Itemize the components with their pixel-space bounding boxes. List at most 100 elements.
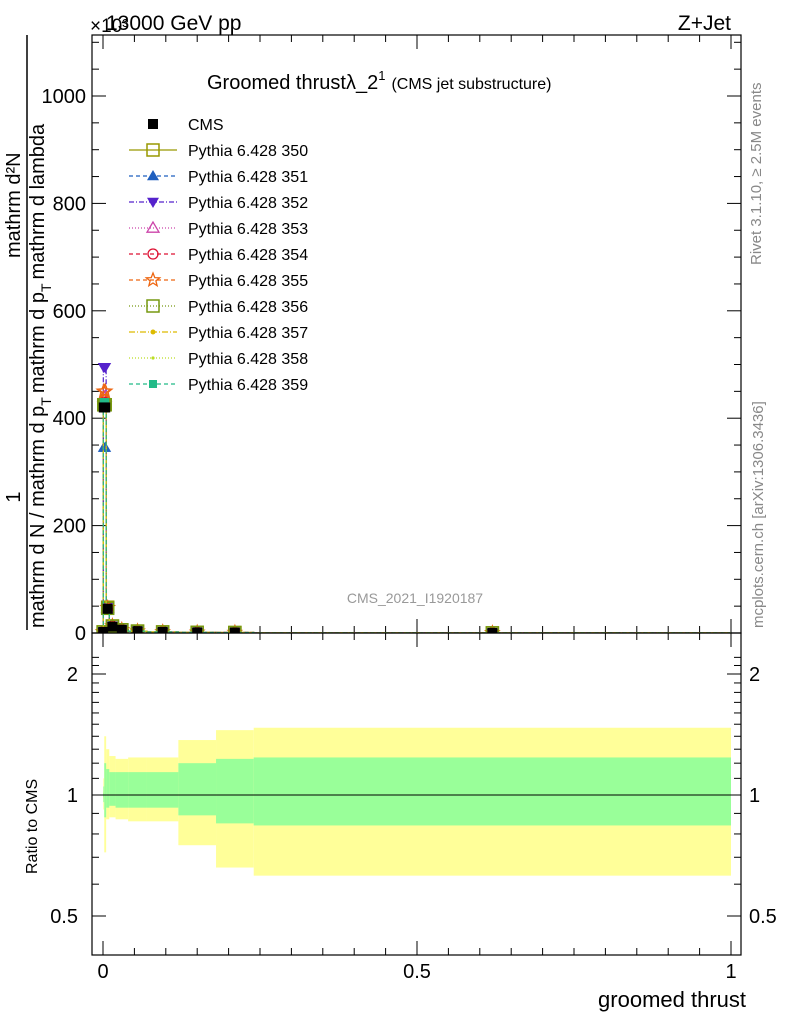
series-point-355 (129, 622, 146, 633)
legend-label: Pythia 6.428 359 (188, 377, 308, 394)
y-title-denom-sub1: T (38, 397, 54, 406)
cms-data-point (229, 627, 240, 633)
legend-label: Pythia 6.428 350 (188, 143, 308, 160)
y-tick-label: 200 (53, 516, 86, 538)
legend-marker (145, 220, 161, 233)
series-point-351 (99, 441, 112, 452)
legend-marker (146, 143, 160, 157)
analysis-watermark: CMS_2021_I1920187 (347, 590, 483, 606)
ratio-band-inner (216, 758, 254, 824)
y-tick-label: 600 (53, 301, 86, 323)
ratio-y-axis-title: Ratio to CMS (24, 779, 41, 874)
y-title-denom-c: mathrm d lambda (27, 123, 49, 279)
ratio-band-inner (253, 757, 731, 826)
series-point-359 (101, 398, 110, 407)
x-tick-label: 0.5 (403, 961, 431, 983)
rivet-label: Rivet 3.1.10, ≥ 2.5M events (748, 83, 765, 266)
ratio-band-inner (106, 769, 110, 808)
y-tick-label: 1000 (42, 86, 87, 108)
legend-marker (144, 271, 162, 288)
legend-marker-cms (148, 119, 158, 129)
legend-entry-353: Pythia 6.428 353 (129, 220, 308, 238)
ratio-y-tick-label-right: 0.5 (749, 906, 777, 928)
legend-marker (147, 170, 159, 181)
legend-entry-cms: CMS (148, 117, 224, 134)
cms-data-point (157, 626, 168, 633)
ratio-panel: 0 0.5 1 0.5 0.5 1 1 2 2 (50, 632, 777, 983)
y-exponent-label: ×10³ (90, 16, 129, 37)
main-y-axis-title: 1 mathrm d N / mathrm d pTmathrm d pTmat… (3, 35, 54, 630)
y-tick-label: 0 (75, 623, 86, 645)
legend-label: Pythia 6.428 356 (188, 299, 308, 316)
plot-title-sup: 1 (378, 68, 385, 83)
y-title-denominator: mathrm d N / mathrm d pTmathrm d pTmathr… (27, 123, 54, 628)
legend-entry-356: Pythia 6.428 356 (129, 299, 308, 316)
mcplots-label: mcplots.cern.ch [arXiv:1306.3436] (750, 401, 767, 628)
legend-label: Pythia 6.428 357 (188, 325, 308, 342)
legend-marker (149, 380, 157, 388)
y-title-one: 1 (3, 491, 25, 502)
legend-entry-354: Pythia 6.428 354 (129, 247, 308, 264)
legend-label: Pythia 6.428 354 (188, 247, 308, 264)
cms-data-point (116, 624, 127, 633)
ratio-band-inner (109, 772, 116, 806)
legend-label: Pythia 6.428 355 (188, 273, 308, 290)
cms-data-point (487, 627, 498, 633)
main-panel: 0 200 400 600 800 1000 (42, 34, 742, 645)
plot-title-sub: (CMS jet substructure) (391, 76, 551, 93)
cms-data-point (132, 626, 143, 633)
legend-label-cms: CMS (188, 117, 224, 134)
legend-marker (147, 248, 159, 260)
y-tick-label: 800 (53, 193, 86, 215)
legend: CMS Pythia 6.428 350 Pythia 6.428 351 Pythi… (129, 117, 308, 394)
ratio-y-tick-label: 1 (67, 785, 78, 807)
legend-marker (151, 356, 155, 360)
legend-entry-355: Pythia 6.428 355 (129, 271, 308, 290)
ratio-band-inner (103, 786, 105, 803)
plot-title-main: Groomed thrustλ_2 (207, 72, 378, 94)
ratio-band-inner (128, 772, 147, 808)
process-label: Z+Jet (678, 12, 731, 35)
legend-label: Pythia 6.428 358 (188, 351, 308, 368)
ratio-band-inner (115, 772, 129, 808)
y-title-numerator: mathrm d²N (3, 152, 25, 258)
legend-marker (147, 197, 159, 208)
cms-data-point (102, 603, 113, 614)
series-point-355 (154, 623, 171, 633)
legend-marker (146, 299, 160, 313)
beam-label: 13000 GeV pp (106, 12, 241, 35)
cms-data-point (107, 621, 118, 632)
legend-label: Pythia 6.428 351 (188, 169, 308, 186)
legend-entry-358: Pythia 6.428 358 (129, 351, 308, 368)
series-point-355 (483, 624, 501, 633)
legend-entry-357: Pythia 6.428 357 (129, 325, 308, 342)
ratio-y-tick-label-right: 2 (749, 664, 760, 686)
legend-entry-350: Pythia 6.428 350 (129, 143, 308, 160)
series-point-355 (96, 382, 114, 399)
ratio-band-inner (146, 772, 179, 808)
x-axis-title: groomed thrust (598, 987, 746, 1012)
x-tick-label: 0 (97, 961, 108, 983)
legend-label: Pythia 6.428 352 (188, 195, 308, 212)
legend-label: Pythia 6.428 353 (188, 221, 308, 238)
ratio-band-inner (178, 763, 217, 816)
ratio-y-tick-label: 2 (67, 664, 78, 686)
y-title-denom-a: mathrm d N / mathrm d p (27, 406, 49, 628)
series-point-355 (188, 623, 206, 633)
ratio-y-tick-label-right: 1 (749, 785, 760, 807)
series-point-352 (99, 362, 112, 374)
cms-data-point (192, 627, 203, 633)
plot-title: Groomed thrustλ_21 (CMS jet substructure) (207, 68, 551, 94)
cms-data-point (100, 402, 111, 413)
legend-entry-351: Pythia 6.428 351 (129, 169, 308, 186)
legend-entry-359: Pythia 6.428 359 (129, 377, 308, 394)
ratio-y-tick-label: 0.5 (50, 906, 78, 928)
ratio-band-inner (104, 763, 107, 818)
y-title-denom-b: mathrm d p (27, 292, 49, 393)
x-tick-label: 1 (725, 961, 736, 983)
y-title-denom-sub2: T (38, 283, 54, 292)
legend-entry-352: Pythia 6.428 352 (129, 195, 308, 212)
cms-data-point (98, 626, 109, 633)
histograms (94, 362, 731, 633)
